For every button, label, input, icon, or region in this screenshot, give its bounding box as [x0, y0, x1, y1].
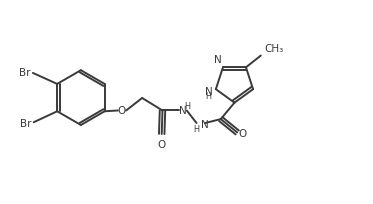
Text: Br: Br — [19, 68, 31, 78]
Text: Br: Br — [20, 119, 32, 128]
Text: N: N — [214, 55, 222, 65]
Text: O: O — [118, 106, 126, 116]
Text: H: H — [205, 91, 211, 100]
Text: H: H — [194, 125, 200, 134]
Text: CH₃: CH₃ — [265, 44, 284, 54]
Text: N: N — [179, 105, 187, 115]
Text: N: N — [205, 86, 213, 96]
Text: O: O — [157, 140, 166, 150]
Text: O: O — [239, 129, 247, 139]
Text: H: H — [184, 101, 190, 110]
Text: N: N — [201, 119, 209, 129]
